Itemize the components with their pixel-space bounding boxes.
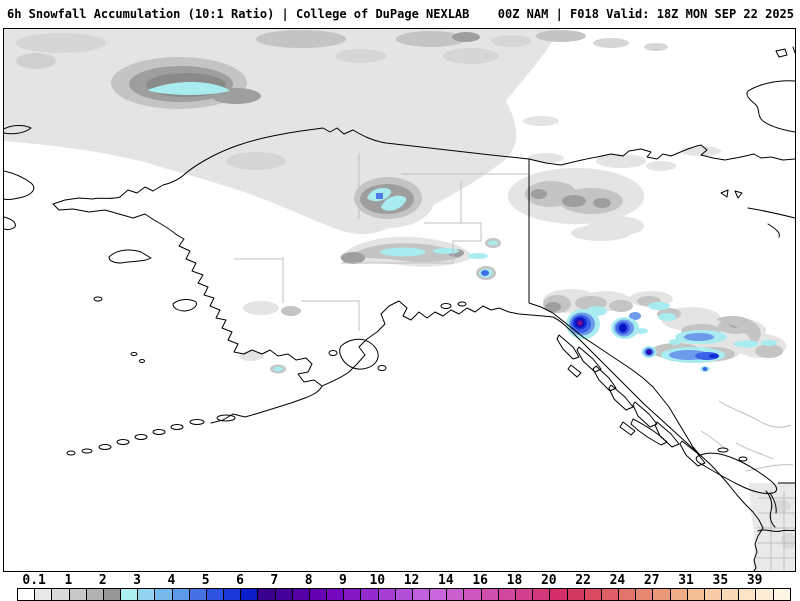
colorbar-tick-label: 31 [678, 573, 694, 588]
colorbar-tick-label: 1 [64, 573, 73, 588]
colorbar-segment [497, 589, 515, 600]
colorbar-segment [394, 589, 412, 600]
colorbar-segment [343, 589, 361, 600]
colorbar-segment [120, 589, 138, 600]
alaska-bc-border [528, 302, 700, 455]
colorbar-segment [686, 589, 704, 600]
colorbar-segment [429, 589, 447, 600]
product-title: 6h Snowfall Accumulation (10:1 Ratio) | … [7, 7, 470, 21]
colorbar-segment [326, 589, 344, 600]
colorbar-tick-label: 2 [98, 573, 107, 588]
colorbar-tick-label: 6 [236, 573, 244, 588]
colorbar-segment [68, 589, 86, 600]
colorbar-segment [772, 589, 790, 600]
colorbar-tick-label: 39 [746, 573, 763, 588]
colorbar-tick-label: 24 [609, 573, 626, 588]
colorbar-segment [446, 589, 464, 600]
colorbar-segment [532, 589, 550, 600]
colorbar-tick-label: 12 [403, 573, 420, 588]
colorbar-segment [411, 589, 430, 600]
colorbar-segment [51, 589, 69, 600]
colorbar-tick-label: 0.1 [22, 573, 46, 588]
colorbar-segment [480, 589, 498, 600]
colorbar-segment [188, 589, 206, 600]
colorbar-segment [618, 589, 636, 600]
colorbar-segment [635, 589, 653, 600]
map-shading [4, 29, 795, 571]
colorbar-segment [154, 589, 172, 600]
colorbar-tick-label: 20 [540, 573, 557, 588]
colorbar [17, 588, 791, 601]
colorbar-tick-label: 27 [643, 573, 660, 588]
colorbar-tick-label: 3 [133, 573, 141, 588]
colorbar-segment [171, 589, 189, 600]
colorbar-segment [34, 589, 52, 600]
colorbar-segment [18, 589, 35, 600]
colorbar-tick-label: 35 [712, 573, 729, 588]
colorbar-tick-labels: 0.1 1 2 3 4 5 6 7 8 9 10 12 14 16 18 20 22 24 27 31 35 39 [17, 573, 789, 588]
colorbar-segment [703, 589, 722, 600]
colorbar-segment [600, 589, 619, 600]
colorbar-segment [377, 589, 395, 600]
colorbar-tick-label: 22 [575, 573, 591, 588]
colorbar-segment [205, 589, 224, 600]
map-coastlines [4, 46, 795, 571]
colorbar-segment [549, 589, 567, 600]
map-area [3, 28, 796, 572]
colorbar-segment [291, 589, 309, 600]
colorbar-tick-label: 8 [304, 573, 313, 588]
model-valid-time: 00Z NAM | F018 Valid: 18Z MON SEP 22 202… [497, 7, 794, 21]
colorbar-segment [308, 589, 327, 600]
colorbar-segment [566, 589, 584, 600]
colorbar-segment [583, 589, 601, 600]
colorbar-tick-label: 7 [270, 573, 279, 588]
colorbar-tick-label: 9 [339, 573, 347, 588]
map-admin-lines [234, 153, 795, 571]
colorbar-segment [274, 589, 292, 600]
alaska-snowfall-map [4, 29, 795, 571]
colorbar-segment [463, 589, 481, 600]
colorbar-segment [738, 589, 756, 600]
title-bar: 6h Snowfall Accumulation (10:1 Ratio) | … [0, 0, 800, 28]
colorbar-tick-label: 5 [201, 573, 210, 588]
colorbar-segment [669, 589, 687, 600]
colorbar-segment [102, 589, 121, 600]
colorbar-tick-label: 16 [472, 573, 489, 588]
colorbar-segment [85, 589, 103, 600]
map-borders [528, 159, 795, 484]
colorbar-tick-label: 14 [438, 573, 454, 588]
colorbar-segment [360, 589, 378, 600]
colorbar-segment [257, 589, 275, 600]
colorbar-segment [137, 589, 155, 600]
colorbar-tick-label: 18 [506, 573, 523, 588]
colorbar-segment [652, 589, 670, 600]
colorbar-segment [240, 589, 258, 600]
colorbar-segment [223, 589, 241, 600]
colorbar-segment [514, 589, 533, 600]
colorbar-segment [721, 589, 739, 600]
colorbar-tick-label: 10 [369, 573, 386, 588]
colorbar-tick-label: 4 [167, 573, 176, 588]
colorbar-segment [755, 589, 773, 600]
